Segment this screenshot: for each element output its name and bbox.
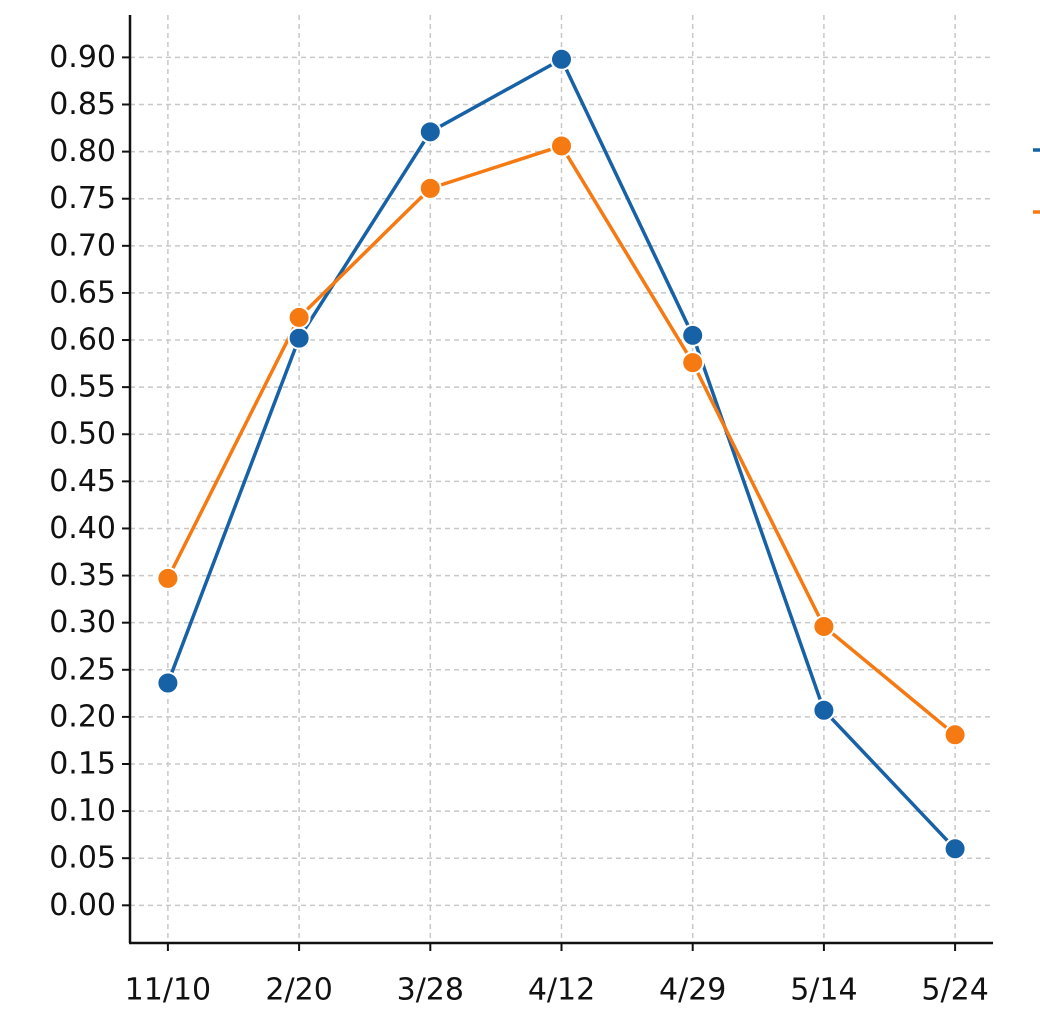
- y-tick-label: 0.90: [49, 40, 116, 75]
- data-point: [943, 723, 967, 747]
- y-tick-label: 0.30: [49, 605, 116, 640]
- y-tick-label: 0.25: [49, 652, 116, 687]
- y-tick-label: 0.20: [49, 699, 116, 734]
- data-point: [812, 614, 836, 638]
- y-tick-label: 0.60: [49, 323, 116, 358]
- y-tick-label: 0.05: [49, 841, 116, 876]
- data-point: [550, 47, 573, 71]
- y-tick-label: 0.50: [49, 417, 116, 452]
- y-tick-label: 0.75: [49, 181, 116, 216]
- data-point: [812, 698, 836, 722]
- y-tick-label: 0.00: [49, 888, 116, 923]
- x-tick-label: 4/29: [659, 973, 726, 1008]
- y-tick-label: 0.45: [49, 464, 116, 499]
- data-point: [943, 837, 967, 861]
- y-tick-label: 0.15: [49, 746, 116, 781]
- y-tick-label: 0.85: [49, 87, 116, 122]
- y-tick-label: 0.80: [49, 134, 116, 169]
- y-tick-label: 0.65: [49, 275, 116, 310]
- data-point: [287, 326, 311, 350]
- y-tick-label: 0.70: [49, 228, 116, 263]
- data-point: [681, 351, 705, 375]
- x-tick-label: 2/20: [265, 973, 332, 1008]
- x-tick-label: 3/28: [397, 973, 464, 1008]
- data-point: [418, 176, 442, 200]
- data-point: [550, 134, 573, 158]
- data-point: [681, 323, 705, 347]
- data-point: [418, 120, 442, 144]
- x-tick-label: 4/12: [528, 973, 595, 1008]
- y-tick-label: 0.35: [49, 558, 116, 593]
- x-tick-label: 5/14: [790, 973, 857, 1008]
- y-tick-label: 0.40: [49, 511, 116, 546]
- data-point: [156, 566, 180, 590]
- grid: [130, 15, 993, 943]
- data-point: [287, 305, 311, 329]
- y-tick-label: 0.10: [49, 794, 116, 829]
- x-tick-label: 11/10: [125, 973, 211, 1008]
- y-tick-label: 0.55: [49, 370, 116, 405]
- x-tick-label: 5/24: [921, 973, 988, 1008]
- data-point: [156, 671, 180, 695]
